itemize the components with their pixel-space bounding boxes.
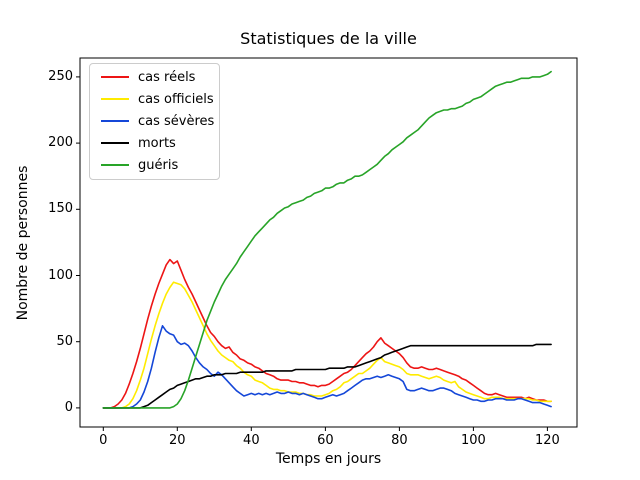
legend-item-cas-severes: cas sévères bbox=[90, 110, 219, 132]
legend-label-cas-severes: cas sévères bbox=[138, 113, 215, 129]
legend-swatch-gueris bbox=[101, 164, 129, 166]
legend-item-gueris: guéris bbox=[90, 154, 219, 176]
series-cas-reels bbox=[102, 258, 552, 409]
legend-swatch-cas-severes bbox=[101, 120, 129, 122]
axes-box bbox=[79, 57, 578, 428]
y-tick-label-0: 0 bbox=[64, 400, 73, 416]
x-tick-label-60: 60 bbox=[317, 433, 334, 448]
legend-item-cas-officiels: cas officiels bbox=[90, 88, 219, 110]
legend-label-cas-reels: cas réels bbox=[138, 69, 196, 85]
x-tick-label-120: 120 bbox=[534, 433, 560, 448]
y-tick-label-100: 100 bbox=[48, 267, 73, 283]
x-tick-label-20: 20 bbox=[169, 433, 186, 448]
legend-label-cas-officiels: cas officiels bbox=[138, 91, 214, 107]
y-tick-label-50: 50 bbox=[56, 333, 73, 349]
y-tick-label-150: 150 bbox=[48, 201, 73, 217]
x-tick-label-80: 80 bbox=[391, 433, 408, 448]
legend-swatch-cas-officiels bbox=[101, 98, 129, 100]
chart-title: Statistiques de la ville bbox=[240, 29, 417, 48]
y-tick-label-250: 250 bbox=[48, 69, 73, 85]
y-axis-label: Nombre de personnes bbox=[15, 165, 31, 321]
legend-swatch-morts bbox=[101, 142, 129, 144]
legend-item-cas-reels: cas réels bbox=[90, 66, 219, 88]
x-tick-label-100: 100 bbox=[460, 433, 486, 448]
series-cas-severes bbox=[102, 324, 552, 409]
y-tick-label-200: 200 bbox=[48, 135, 73, 151]
legend: cas réels cas officiels cas sévères morts gu… bbox=[89, 63, 220, 180]
series-cas-officiels bbox=[102, 281, 552, 409]
series-morts bbox=[102, 343, 552, 409]
x-tick-label-40: 40 bbox=[243, 433, 260, 448]
legend-label-gueris: guéris bbox=[138, 157, 179, 173]
x-axis-label: Temps en jours bbox=[275, 451, 382, 467]
legend-swatch-cas-reels bbox=[101, 76, 129, 78]
legend-label-morts: morts bbox=[138, 135, 176, 151]
series-gueris bbox=[102, 70, 552, 409]
legend-item-morts: morts bbox=[90, 132, 219, 154]
x-tick-label-0: 0 bbox=[99, 433, 108, 448]
